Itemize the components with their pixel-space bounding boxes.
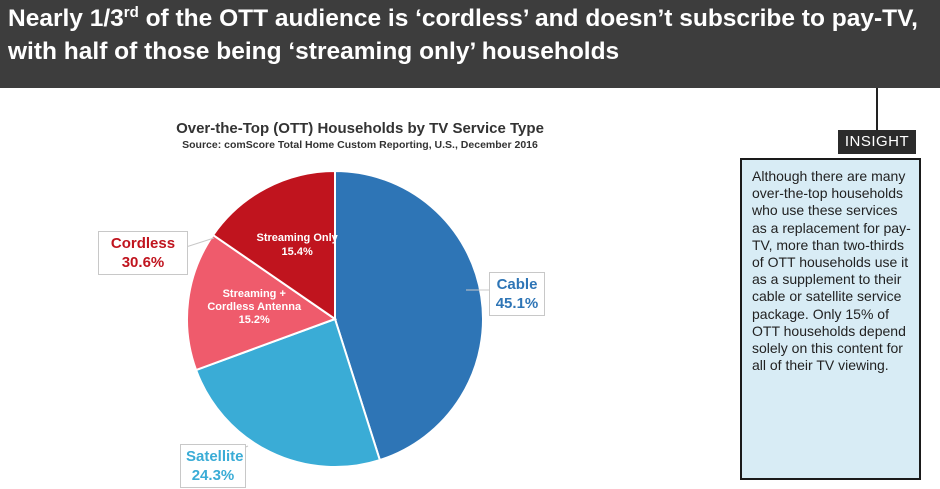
streaming-cordless-label-line1: Streaming + (223, 288, 286, 300)
satellite-label: Satellite (186, 448, 244, 465)
streaming-only-label: Streaming Only (256, 232, 338, 244)
cable-callout: Cable 45.1% (489, 272, 545, 316)
headline-part1: Nearly 1/3 (8, 5, 124, 32)
insight-box: Although there are many over-the-top hou… (740, 158, 921, 480)
pie-slice-streaming-only (211, 169, 336, 321)
satellite-value: 24.3% (191, 467, 235, 484)
insight-connector-line (876, 88, 878, 130)
headline-part2: of the OTT audience is ‘cordless’ and do… (8, 5, 918, 65)
streaming-cordless-value: 15.2% (239, 314, 270, 326)
cordless-leader-line (185, 237, 215, 248)
pie-slice-streaming-cordless-antenna (186, 233, 338, 372)
headline: Nearly 1/3rd of the OTT audience is ‘cor… (8, 2, 933, 68)
satellite-callout: Satellite 24.3% (180, 444, 246, 488)
cordless-value: 30.6% (121, 254, 165, 271)
chart-title: Over-the-Top (OTT) Households by TV Serv… (176, 120, 544, 137)
cable-value: 45.1% (495, 295, 539, 312)
pie-slice-cable (334, 169, 484, 462)
cable-label: Cable (496, 276, 538, 293)
cordless-label: Cordless (110, 235, 176, 252)
insight-text: Although there are many over-the-top hou… (752, 168, 911, 374)
header-banner: Nearly 1/3rd of the OTT audience is ‘cor… (0, 0, 940, 88)
pie-slice-satellite (194, 317, 382, 468)
chart-source: Source: comScore Total Home Custom Repor… (182, 139, 538, 151)
cordless-callout: Cordless 30.6% (98, 231, 188, 275)
insight-tag: INSIGHT (838, 130, 916, 154)
streaming-cordless-label-line2: Cordless Antenna (207, 301, 302, 313)
streaming-only-value: 15.4% (282, 246, 313, 258)
headline-superscript: rd (123, 3, 139, 21)
